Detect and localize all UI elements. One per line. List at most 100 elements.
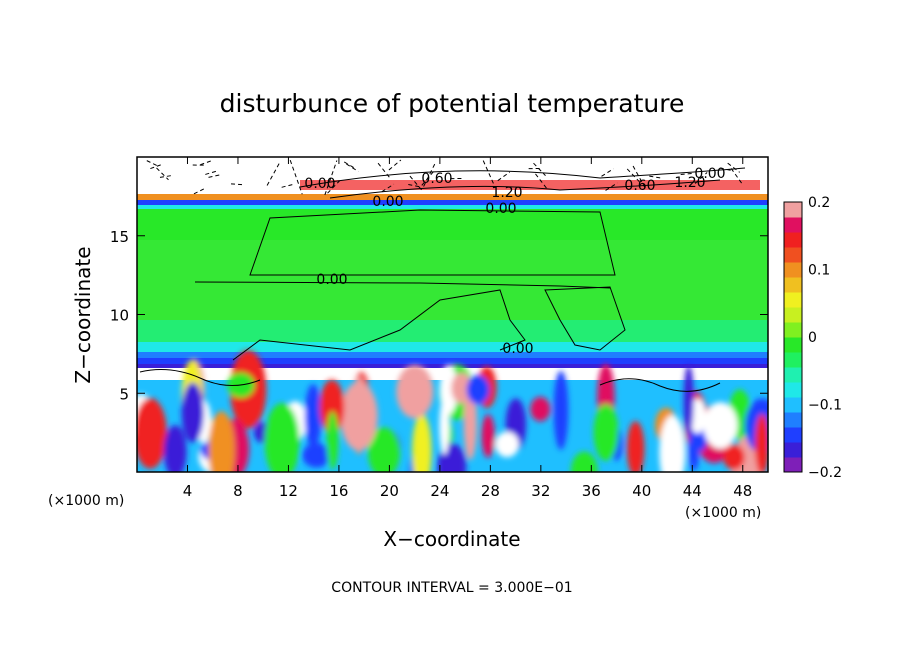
x-tick-label: 24	[430, 482, 449, 500]
colorbar-swatch	[784, 397, 802, 413]
mid-band-blue	[137, 358, 768, 364]
mid-band-cyan	[137, 342, 768, 352]
contour-label: 0.00	[502, 341, 533, 357]
x-tick-label: 16	[329, 482, 348, 500]
contour-line-dashed	[146, 160, 160, 167]
contour-line-dashed	[626, 168, 640, 182]
contour-line-dashed	[377, 162, 391, 179]
turbulence-blob	[553, 370, 569, 450]
x-unit-right: (×1000 m)	[685, 505, 761, 521]
contour-line	[329, 179, 721, 199]
x-unit-left: (×1000 m)	[48, 493, 124, 509]
contour-label: 0.00	[316, 272, 347, 288]
turbulence-blob	[683, 364, 694, 436]
turbulence-blob	[495, 431, 519, 458]
turbulence-blob	[703, 402, 738, 449]
contour-interval: CONTOUR INTERVAL = 3.000E−01	[331, 580, 572, 596]
contour-labels: 0.00 0.601.200.00 0.000.60 1.200.000.000.00	[304, 166, 725, 357]
x-axis-label: X−coordinate	[383, 527, 520, 551]
turbulence-blob	[264, 403, 300, 472]
turbulence-blob	[530, 396, 551, 422]
contour-line-dashed	[159, 175, 173, 178]
turbulence-blob	[319, 379, 345, 434]
contour-line-dashed	[156, 167, 169, 181]
turbulence-blob	[181, 382, 204, 443]
contour-line-dashed	[423, 162, 437, 187]
contour-line-dashed	[497, 171, 511, 182]
contour-line-dashed	[719, 167, 732, 172]
upper-band-cyan	[137, 205, 768, 209]
contour-line-dashed	[324, 160, 338, 196]
turbulence-blob	[326, 411, 339, 470]
colorbar-swatch	[784, 427, 802, 443]
contour-line	[232, 289, 526, 361]
colorbar-tick-label: −0.1	[808, 398, 842, 414]
contour-line-dashed	[381, 183, 395, 193]
x-tick-label: 32	[531, 482, 550, 500]
turbulence-blob	[163, 425, 187, 472]
contour-label: 0.00	[485, 201, 516, 217]
contour-line-dashed	[482, 160, 496, 188]
contour-line	[139, 369, 261, 386]
contour-label: 0.00	[694, 166, 725, 182]
x-tick-label: 8	[233, 482, 243, 500]
colorbar-swatch	[784, 442, 802, 458]
x-tick-label: 36	[582, 482, 601, 500]
x-axis-ticks: 4 8 12 16 20 24 28 32 36 40 44 48	[183, 157, 752, 500]
colorbar-swatch	[784, 352, 802, 368]
contour-line-dashed	[346, 163, 359, 172]
contour-line-dashed	[533, 162, 546, 177]
colorbar-swatch	[784, 382, 802, 398]
colorbar-swatch	[784, 457, 802, 473]
x-tick-label: 28	[481, 482, 500, 500]
contour-line-dashed	[408, 184, 421, 188]
colorbar-tick-label: 0	[808, 330, 817, 346]
contour-line-dashed	[535, 173, 548, 190]
contour-line-dashed	[205, 170, 218, 175]
colorbar-swatch	[784, 247, 802, 263]
contour-line-dashed	[601, 168, 614, 177]
contour-lines	[139, 159, 746, 392]
contour-line-dashed	[421, 170, 435, 186]
x-tick-label: 12	[279, 482, 298, 500]
x-tick-label: 44	[683, 482, 702, 500]
colorbar-tick-label: 0.2	[808, 195, 830, 211]
mid-band-lightgreen	[137, 240, 768, 320]
lower-turbulence	[137, 350, 768, 472]
y-axis-ticks: 5 10 15	[110, 228, 768, 403]
colorbar-swatch	[784, 217, 802, 233]
turbulence-blob	[754, 413, 768, 472]
x-tick-label: 48	[733, 482, 752, 500]
contour-label: 0.00	[372, 194, 403, 210]
turbulence-blob	[302, 443, 331, 468]
contour-line-dashed	[388, 159, 402, 171]
plot-area	[137, 157, 768, 472]
contour-label: 0.60	[624, 178, 655, 194]
colorbar-swatch	[784, 262, 802, 278]
turbulence-blob	[379, 439, 394, 472]
contour-label: 1.20	[674, 175, 705, 191]
turbulence-blob	[304, 384, 322, 449]
mid-band-lightblue	[137, 352, 768, 358]
chart-title: disturbunce of potential temperature	[220, 89, 685, 118]
contour-line-dashed	[289, 159, 303, 195]
y-tick-label: 15	[110, 228, 129, 246]
y-axis-label: Z−coordinate	[71, 246, 95, 383]
turbulence-blob	[451, 372, 473, 404]
contour-line-dashed	[230, 183, 244, 186]
colorbar: 0.2 0.1 0 −0.1 −0.2	[783, 195, 842, 481]
contour-line-dashed	[605, 182, 618, 191]
turbulence-blob	[626, 421, 645, 472]
contour-line-dashed	[208, 174, 221, 178]
turbulence-blob	[466, 375, 490, 405]
turbulence-blob	[723, 444, 745, 470]
colorbar-swatch	[784, 307, 802, 323]
upper-band-red	[300, 180, 760, 190]
turbulence-blob	[463, 385, 477, 460]
colorbar-swatch	[784, 337, 802, 353]
contour-line-dashed	[680, 172, 693, 175]
turbulence-blob	[137, 398, 167, 469]
colorbar-frame	[783, 201, 803, 473]
upper-band-white	[137, 157, 768, 197]
